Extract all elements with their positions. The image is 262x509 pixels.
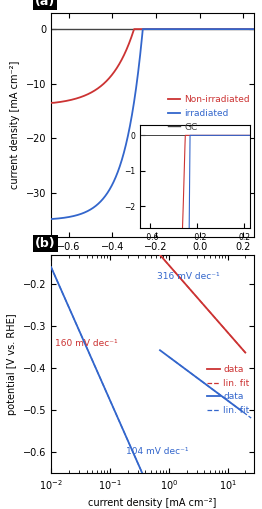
- X-axis label: potential [V vs. RHE]: potential [V vs. RHE]: [102, 257, 203, 267]
- Text: 160 mV dec⁻¹: 160 mV dec⁻¹: [55, 340, 118, 349]
- Y-axis label: potential [V vs. RHE]: potential [V vs. RHE]: [7, 313, 17, 415]
- Legend: data, lin. fit, data, lin. fit: data, lin. fit, data, lin. fit: [207, 365, 250, 415]
- Text: (a): (a): [35, 0, 55, 8]
- Text: 316 mV dec⁻¹: 316 mV dec⁻¹: [157, 272, 219, 280]
- Y-axis label: current density [mA cm⁻²]: current density [mA cm⁻²]: [10, 61, 20, 189]
- Text: 104 mV dec⁻¹: 104 mV dec⁻¹: [126, 447, 189, 456]
- Legend: Non-irradiated, irradiated, GC: Non-irradiated, irradiated, GC: [168, 96, 250, 131]
- X-axis label: current density [mA cm⁻²]: current density [mA cm⁻²]: [89, 498, 217, 507]
- Text: (b): (b): [35, 237, 56, 250]
